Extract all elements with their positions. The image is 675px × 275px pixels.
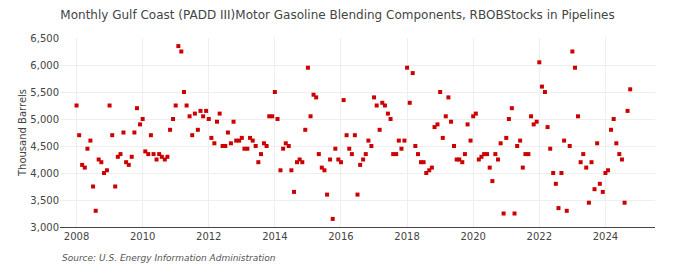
- svg-text:2010: 2010: [130, 231, 155, 242]
- svg-text:4,500: 4,500: [30, 141, 59, 152]
- svg-text:5,000: 5,000: [30, 114, 59, 125]
- svg-text:Thousand Barrels: Thousand Barrels: [17, 89, 28, 177]
- svg-text:4,000: 4,000: [30, 168, 59, 179]
- svg-text:2018: 2018: [394, 231, 419, 242]
- svg-text:3,500: 3,500: [30, 195, 59, 206]
- svg-text:5,500: 5,500: [30, 87, 59, 98]
- svg-text:2020: 2020: [460, 231, 485, 242]
- svg-text:2008: 2008: [64, 231, 89, 242]
- svg-text:2014: 2014: [262, 231, 287, 242]
- svg-text:Source: U.S. Energy Informatio: Source: U.S. Energy Information Administ…: [62, 253, 276, 263]
- svg-text:3,000: 3,000: [30, 222, 59, 233]
- svg-text:2016: 2016: [328, 231, 353, 242]
- svg-text:6,000: 6,000: [30, 60, 59, 71]
- svg-text:6,500: 6,500: [30, 33, 59, 44]
- svg-text:2024: 2024: [593, 231, 618, 242]
- svg-text:2012: 2012: [196, 231, 221, 242]
- svg-text:2022: 2022: [527, 231, 552, 242]
- svg-text:Monthly Gulf Coast (PADD III)M: Monthly Gulf Coast (PADD III)Motor Gasol…: [60, 8, 614, 22]
